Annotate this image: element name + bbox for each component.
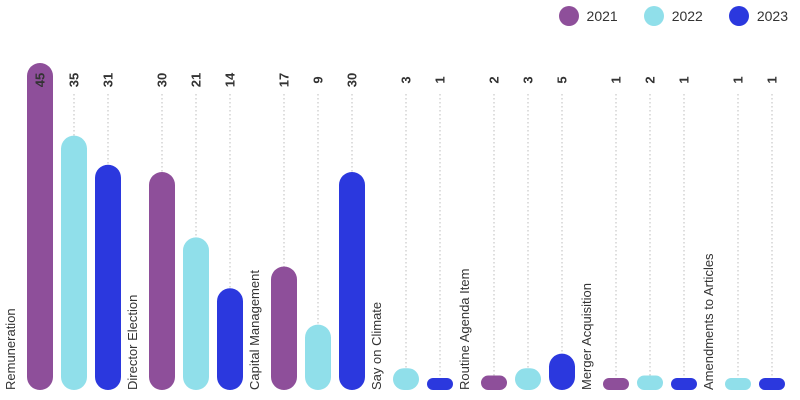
value-label-remuneration-2022: 35 xyxy=(67,73,82,87)
category-label-merger-acquisition: Merger Acquisition xyxy=(579,283,594,390)
category-label-routine-agenda-item: Routine Agenda Item xyxy=(457,269,472,390)
category-label-remuneration: Remuneration xyxy=(3,308,18,390)
value-label-merger-acquisition-2023: 1 xyxy=(677,76,692,83)
legend-item-2021[interactable]: 2021 xyxy=(558,6,618,26)
legend-swatch-2022 xyxy=(643,6,664,26)
value-label-merger-acquisition-2021: 1 xyxy=(609,76,624,83)
value-label-say-on-climate-2023: 1 xyxy=(433,76,448,83)
bar-director-election-2021[interactable] xyxy=(149,172,175,390)
value-label-remuneration-2021: 45 xyxy=(33,73,48,87)
bar-capital-management-2021[interactable] xyxy=(271,266,297,390)
value-label-remuneration-2023: 31 xyxy=(101,73,116,87)
legend-label-2022: 2022 xyxy=(671,8,703,24)
legend-label-2023: 2023 xyxy=(756,8,788,24)
value-label-capital-management-2021: 17 xyxy=(277,73,292,87)
value-label-director-election-2022: 21 xyxy=(189,73,204,87)
category-label-say-on-climate: Say on Climate xyxy=(369,302,384,390)
bar-remuneration-2021[interactable] xyxy=(27,63,53,390)
bar-amendments-to-articles-2023[interactable] xyxy=(759,378,785,390)
legend-item-2022[interactable]: 2022 xyxy=(643,6,703,26)
bar-routine-agenda-item-2023[interactable] xyxy=(549,353,575,390)
category-label-director-election: Director Election xyxy=(125,295,140,390)
value-label-routine-agenda-item-2021: 2 xyxy=(487,76,502,83)
value-label-routine-agenda-item-2023: 5 xyxy=(555,76,570,83)
bar-director-election-2022[interactable] xyxy=(183,237,209,390)
bar-director-election-2023[interactable] xyxy=(217,288,243,390)
bar-routine-agenda-item-2022[interactable] xyxy=(515,368,541,390)
bar-say-on-climate-2023[interactable] xyxy=(427,378,453,390)
legend: 2021 2022 2023 xyxy=(558,6,788,26)
value-label-say-on-climate-2022: 3 xyxy=(399,76,414,83)
bar-merger-acquisition-2021[interactable] xyxy=(603,378,629,390)
bar-merger-acquisition-2022[interactable] xyxy=(637,375,663,390)
value-label-director-election-2023: 14 xyxy=(223,72,238,87)
bar-say-on-climate-2022[interactable] xyxy=(393,368,419,390)
value-label-capital-management-2023: 30 xyxy=(345,73,360,87)
legend-swatch-2021 xyxy=(558,6,579,26)
bar-remuneration-2023[interactable] xyxy=(95,164,121,390)
value-label-routine-agenda-item-2022: 3 xyxy=(521,76,536,83)
value-label-amendments-to-articles-2023: 1 xyxy=(765,76,780,83)
value-label-capital-management-2022: 9 xyxy=(311,76,326,83)
bar-remuneration-2022[interactable] xyxy=(61,135,87,390)
bar-capital-management-2023[interactable] xyxy=(339,172,365,390)
bar-routine-agenda-item-2021[interactable] xyxy=(481,375,507,390)
bar-merger-acquisition-2023[interactable] xyxy=(671,378,697,390)
category-label-amendments-to-articles: Amendments to Articles xyxy=(701,253,716,390)
value-label-merger-acquisition-2022: 2 xyxy=(643,76,658,83)
bar-amendments-to-articles-2022[interactable] xyxy=(725,378,751,390)
category-label-capital-management: Capital Management xyxy=(247,270,262,390)
value-label-amendments-to-articles-2022: 1 xyxy=(731,76,746,83)
value-label-director-election-2021: 30 xyxy=(155,73,170,87)
legend-swatch-2023 xyxy=(728,6,749,26)
legend-item-2023[interactable]: 2023 xyxy=(728,6,788,26)
legend-label-2021: 2021 xyxy=(586,8,618,24)
bar-capital-management-2022[interactable] xyxy=(305,324,331,390)
